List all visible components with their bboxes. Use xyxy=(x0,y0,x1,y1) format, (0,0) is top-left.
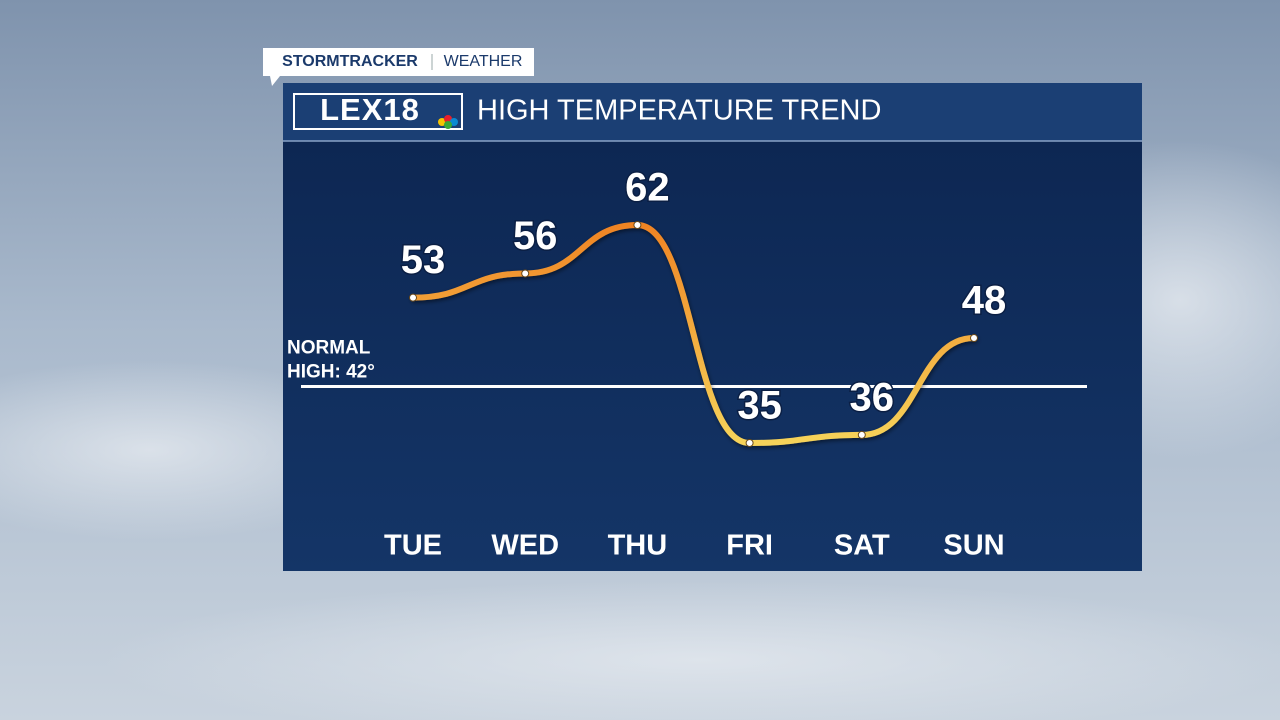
brand: STORMTRACKER xyxy=(282,53,418,70)
x-tick-label: TUE xyxy=(384,530,442,562)
reference-label: NORMAL xyxy=(287,337,371,358)
header-bar xyxy=(283,83,1142,141)
point xyxy=(409,293,417,302)
point xyxy=(521,269,530,278)
value-label: 62 xyxy=(625,166,670,210)
x-tick-label: WED xyxy=(491,530,559,562)
logo: LEX18 xyxy=(320,92,420,127)
point xyxy=(970,334,978,343)
peacock-dot xyxy=(444,121,452,129)
section: WEATHER xyxy=(444,53,523,70)
brand-tag xyxy=(263,48,534,86)
value-label: 56 xyxy=(513,214,558,258)
peacock-dot xyxy=(450,118,458,126)
value-label: 53 xyxy=(401,238,446,282)
panel xyxy=(283,83,1142,571)
value-label: 35 xyxy=(737,384,782,428)
value-label: 48 xyxy=(962,279,1007,323)
point xyxy=(745,439,754,447)
peacock-dot xyxy=(444,115,452,123)
value-label: 36 xyxy=(850,375,895,419)
point xyxy=(857,430,866,439)
point xyxy=(633,221,642,229)
x-tick-label: SAT xyxy=(834,530,890,562)
x-tick-label: THU xyxy=(608,530,668,562)
peacock xyxy=(438,115,458,129)
reference-label: HIGH: 42° xyxy=(287,361,375,382)
chart-title: HIGH TEMPERATURE TREND xyxy=(477,95,881,127)
x-tick-label: SUN xyxy=(943,530,1004,562)
logo-box xyxy=(293,93,463,130)
cloud xyxy=(100,580,1280,720)
peacock-dot xyxy=(438,118,446,126)
x-tick-label: FRI xyxy=(726,530,773,562)
